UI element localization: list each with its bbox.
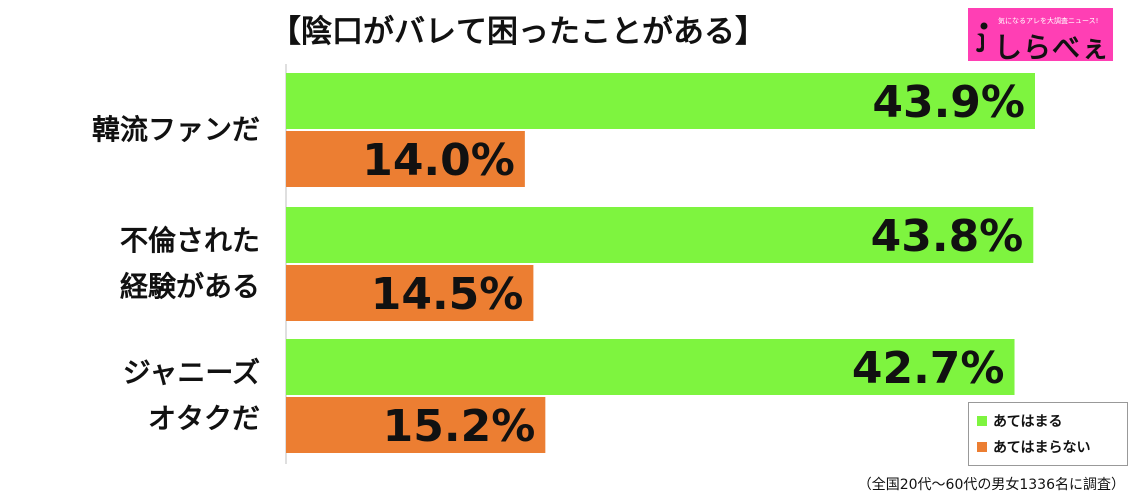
category-label-line: オタクだ — [147, 402, 260, 435]
bar-applies-3 — [286, 339, 1015, 395]
bar-applies-2 — [286, 207, 1034, 263]
data-label-not-applies-2: 14.5% — [371, 269, 524, 320]
bar-not-applies-2 — [286, 265, 534, 321]
bar-applies-1 — [286, 73, 1035, 129]
data-label-applies-1: 43.9% — [872, 77, 1025, 128]
category-label-line: 経験がある — [119, 270, 260, 303]
bar-not-applies-3 — [286, 397, 546, 453]
category-label-line: ジャニーズ — [122, 356, 260, 389]
legend: あてはまる あてはまらない — [968, 402, 1128, 466]
category-label-line: 不倫された — [119, 224, 260, 257]
data-label-applies-3: 42.7% — [852, 343, 1005, 394]
data-label-not-applies-3: 15.2% — [383, 401, 536, 452]
category-label-line: 韓流ファンだ — [91, 113, 260, 146]
legend-label-series-1: あてはまる — [993, 414, 1063, 430]
data-label-applies-2: 43.8% — [871, 211, 1024, 262]
legend-item-series-1: あてはまる — [977, 411, 1062, 431]
logo-brand: しらべぇ — [994, 31, 1111, 64]
logo-tagline: 気になるアレを大調査ニュース! — [998, 17, 1099, 25]
bar-not-applies-1 — [286, 131, 525, 187]
legend-swatch-series-2 — [977, 442, 987, 452]
legend-label-series-2: あてはまらない — [993, 440, 1091, 456]
data-label-not-applies-1: 14.0% — [362, 135, 515, 186]
logo-i-icon — [976, 22, 988, 53]
brand-logo: 気になるアレを大調査ニュース! しらべぇ — [968, 8, 1113, 64]
legend-item-series-2: あてはまらない — [977, 437, 1090, 457]
legend-swatch-series-1 — [977, 416, 987, 426]
chart-title: 【陰口がバレて困ったことがある】 — [270, 14, 766, 50]
survey-footnote: （全国20代～60代の男女1336名に調査） — [857, 477, 1125, 493]
